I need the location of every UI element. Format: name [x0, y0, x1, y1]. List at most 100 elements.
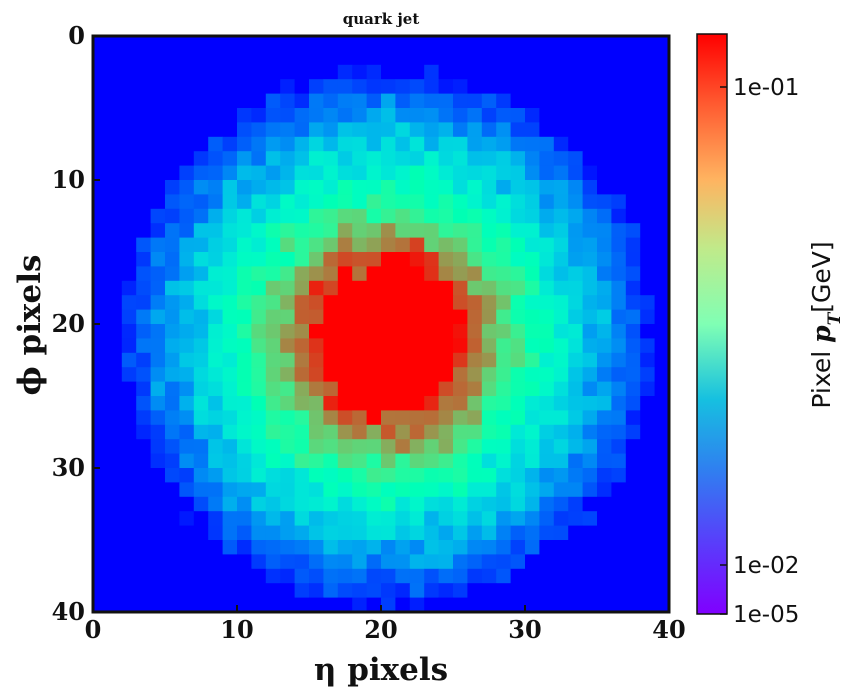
- heatmap-cell: [553, 252, 569, 267]
- heatmap-cell: [625, 266, 641, 282]
- heatmap-cell: [251, 122, 267, 138]
- heatmap-cell: [179, 93, 195, 109]
- heatmap-cell: [582, 352, 598, 368]
- heatmap-cell: [193, 540, 209, 555]
- heatmap-cell: [222, 525, 238, 541]
- heatmap-cell: [208, 180, 223, 195]
- heatmap-cell: [179, 554, 195, 570]
- heatmap-cell: [280, 280, 295, 296]
- heatmap-cell: [294, 64, 310, 80]
- heatmap-cell: [395, 511, 411, 526]
- heatmap-cell: [121, 381, 137, 397]
- heatmap-cell: [568, 439, 583, 454]
- heatmap-cell: [165, 93, 180, 109]
- heatmap-cell: [438, 597, 454, 613]
- heatmap-cell: [395, 50, 411, 66]
- heatmap-cell: [625, 79, 641, 94]
- heatmap-cell: [366, 295, 382, 310]
- heatmap-cell: [409, 36, 425, 51]
- heatmap-cell: [510, 237, 526, 253]
- heatmap-cell: [625, 280, 641, 296]
- heatmap-cell: [237, 180, 252, 195]
- heatmap-cell: [481, 568, 497, 584]
- heatmap-cell: [453, 93, 468, 109]
- heatmap-cell: [222, 324, 238, 339]
- heatmap-cell: [395, 496, 411, 512]
- heatmap-cell: [193, 266, 209, 282]
- heatmap-cell: [222, 381, 238, 397]
- heatmap-cell: [352, 511, 367, 526]
- colorbar-tick-label: 1e-05: [733, 602, 799, 628]
- heatmap-cell: [553, 309, 569, 325]
- heatmap-cell: [625, 352, 641, 368]
- heatmap-cell: [208, 496, 223, 512]
- heatmap-cell: [424, 93, 439, 109]
- colorbar-tick-label: 1e-02: [733, 553, 799, 579]
- heatmap-cell: [237, 352, 252, 368]
- heatmap-cell: [337, 266, 353, 282]
- heatmap-cell: [280, 180, 295, 195]
- heatmap-cell: [525, 36, 540, 51]
- heatmap-cell: [237, 93, 252, 109]
- heatmap-cell: [424, 424, 439, 440]
- heatmap-cell: [381, 424, 396, 440]
- heatmap-cell: [237, 468, 252, 483]
- heatmap-cell: [539, 208, 555, 224]
- heatmap-cell: [323, 180, 339, 195]
- heatmap-cell: [179, 237, 195, 253]
- heatmap-cell: [525, 64, 540, 80]
- heatmap-cell: [294, 280, 310, 296]
- heatmap-cell: [597, 122, 612, 138]
- heatmap-cell: [208, 540, 223, 555]
- heatmap-cell: [467, 180, 483, 195]
- heatmap-cell: [208, 165, 223, 181]
- heatmap-cell: [582, 525, 598, 541]
- heatmap-cell: [222, 252, 238, 267]
- heatmap-cell: [625, 568, 641, 584]
- heatmap-cell: [121, 50, 137, 66]
- heatmap-cell: [467, 482, 483, 498]
- heatmap-cell: [496, 151, 511, 166]
- heatmap-cell: [107, 568, 123, 584]
- heatmap-cell: [136, 338, 151, 354]
- heatmap-cell: [395, 554, 411, 570]
- heatmap-cell: [93, 381, 108, 397]
- heatmap-cell: [409, 266, 425, 282]
- heatmap-cell: [136, 108, 151, 123]
- heatmap-cell: [409, 525, 425, 541]
- heatmap-cell: [611, 511, 627, 526]
- heatmap-cell: [294, 424, 310, 440]
- heatmap-cell: [352, 93, 367, 109]
- heatmap-cell: [424, 64, 439, 80]
- heatmap-cell: [597, 525, 612, 541]
- heatmap-cell: [251, 496, 267, 512]
- heatmap-cell: [496, 36, 511, 51]
- heatmap-cell: [525, 108, 540, 123]
- heatmap-cell: [309, 540, 324, 555]
- heatmap-cell: [381, 338, 396, 354]
- heatmap-cell: [438, 324, 454, 339]
- heatmap-cell: [510, 180, 526, 195]
- heatmap-cell: [453, 568, 468, 584]
- heatmap-cell: [640, 252, 655, 267]
- heatmap-cell: [568, 36, 583, 51]
- heatmap-cell: [625, 453, 641, 469]
- heatmap-cell: [179, 410, 195, 426]
- heatmap-cell: [409, 468, 425, 483]
- heatmap-cell: [93, 64, 108, 80]
- heatmap-cell: [93, 50, 108, 66]
- heatmap-cell: [352, 165, 367, 181]
- heatmap-cell: [453, 439, 468, 454]
- heatmap-cell: [438, 36, 454, 51]
- y-tick-label: 10: [52, 165, 85, 194]
- heatmap-cell: [625, 309, 641, 325]
- heatmap-cell: [568, 568, 583, 584]
- heatmap-cell: [323, 439, 339, 454]
- heatmap-cell: [597, 381, 612, 397]
- heatmap-cell: [381, 496, 396, 512]
- heatmap-cell: [107, 295, 123, 310]
- heatmap-cell: [150, 525, 166, 541]
- heatmap-cell: [352, 280, 367, 296]
- heatmap-cell: [150, 338, 166, 354]
- heatmap-cell: [597, 352, 612, 368]
